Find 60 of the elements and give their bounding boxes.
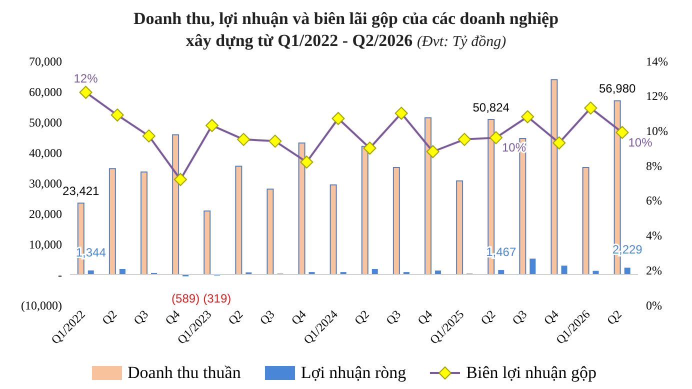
x-tick-label: Q4	[162, 307, 183, 328]
data-label: (319)	[203, 292, 232, 306]
bar	[119, 269, 126, 274]
y-tick-label: 70,000	[29, 54, 62, 68]
bar	[372, 269, 378, 274]
data-label: 50,824	[472, 100, 510, 114]
bar	[392, 166, 400, 275]
data-label: (589)	[172, 292, 200, 306]
x-tick-label: Q2	[99, 307, 120, 328]
y2-tick-label: 10%	[646, 124, 668, 138]
legend-label: Lợi nhuận ròng	[300, 363, 406, 383]
x-tick-label: Q4	[540, 307, 562, 328]
x-tick-label: Q2	[604, 307, 624, 328]
y-tick-label: 30,000	[29, 176, 62, 190]
legend-label: Doanh thu thuần	[128, 363, 241, 383]
bar	[456, 180, 464, 275]
y-tick-label: 10,000	[29, 237, 62, 252]
bar	[140, 172, 148, 275]
x-tick-label: Q2	[352, 307, 372, 328]
y2-tick-label: 6%	[646, 194, 662, 208]
bar	[561, 266, 568, 274]
bar	[235, 166, 242, 275]
x-tick-label: Q2	[225, 307, 246, 328]
y-tick-label: -	[58, 268, 62, 282]
data-label: 10%	[628, 135, 653, 150]
chart-subtitle: (Đvt: Tỷ đồng)	[416, 34, 506, 50]
bar	[172, 134, 180, 275]
y-tick-label: 50,000	[29, 115, 62, 130]
x-tick-label: Q2	[478, 307, 498, 328]
y2-tick-label: 0%	[646, 298, 662, 312]
bar	[361, 146, 368, 275]
bar	[624, 268, 630, 274]
y-tick-label: 20,000	[29, 206, 62, 221]
bar	[266, 188, 274, 275]
y2-tick-label: 8%	[646, 158, 662, 173]
bar	[550, 79, 558, 275]
bar	[582, 166, 590, 275]
y2-tick-label: 2%	[646, 263, 662, 278]
bar	[298, 142, 306, 275]
bar	[108, 168, 116, 275]
bar	[424, 117, 432, 275]
legend-label: Biên lợi nhuận gộp	[466, 363, 596, 383]
data-label: 56,980	[598, 82, 636, 96]
bar	[204, 210, 211, 275]
y-tick-label: 40,000	[29, 146, 62, 160]
y-tick-label: 60,000	[29, 84, 62, 99]
bar	[330, 184, 337, 275]
data-label: 12%	[74, 71, 98, 86]
x-tick-label: Q3	[383, 307, 404, 328]
y2-tick-label: 4%	[646, 228, 662, 243]
x-tick-label: Q3	[509, 307, 530, 328]
x-tick-label: Q4	[288, 307, 309, 328]
x-tick-label: Q4	[414, 307, 436, 328]
x-tick-label: Q3	[256, 307, 278, 328]
y2-tick-label: 12%	[646, 89, 668, 104]
data-label: 23,421	[62, 184, 100, 198]
x-tick-label: Q3	[130, 307, 152, 328]
y2-tick-label: 14%	[646, 54, 668, 68]
y-tick-label: (10,000)	[21, 298, 62, 312]
bar	[530, 258, 536, 274]
